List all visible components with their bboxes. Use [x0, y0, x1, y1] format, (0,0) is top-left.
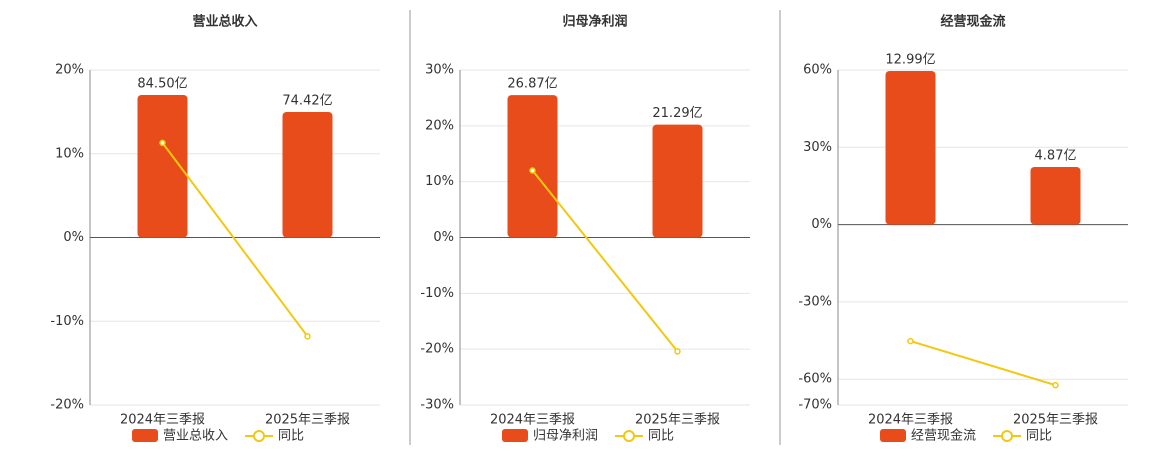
y-tick-label: 20%: [425, 118, 454, 133]
value-label: 4.87亿: [1035, 148, 1077, 163]
line: [531, 169, 679, 353]
legend-swatch: [132, 429, 158, 442]
bar: [885, 70, 936, 225]
bar: [282, 111, 333, 238]
legend-label: 同比: [1026, 429, 1052, 444]
y-tick-label: -20%: [420, 342, 454, 357]
x-tick-label: 2025年三季报: [1013, 413, 1098, 428]
y-tick-label: -10%: [420, 286, 454, 301]
y-tick-label: -70%: [798, 398, 832, 413]
line-point: [907, 337, 914, 345]
x-tick-label: 2025年三季报: [635, 413, 720, 428]
legend-marker: [623, 430, 636, 442]
line: [161, 142, 309, 337]
y-tick-label: -30%: [420, 398, 454, 413]
y-tick-label: 0%: [433, 230, 454, 245]
y-tick-label: 10%: [55, 146, 84, 161]
bar: [1030, 166, 1081, 225]
legend-label: 归母净利润: [533, 429, 598, 444]
legend-label: 同比: [278, 429, 304, 444]
legend-marker: [253, 430, 266, 442]
value-label: 74.42亿: [282, 93, 332, 108]
line-point: [159, 139, 166, 147]
y-tick-label: 10%: [425, 174, 454, 189]
y-tick-label: -30%: [798, 294, 832, 309]
line-point: [674, 348, 681, 355]
value-label: 12.99亿: [885, 52, 935, 67]
x-tick-label: 2025年三季报: [265, 413, 350, 428]
y-tick-label: 60%: [803, 63, 832, 78]
x-tick-label: 2024年三季报: [120, 413, 205, 428]
y-tick-label: 0%: [63, 230, 84, 245]
line: [910, 340, 1056, 387]
line-point: [1052, 381, 1059, 389]
legend-label: 同比: [648, 429, 674, 444]
legend-marker: [1001, 430, 1014, 442]
y-tick-label: 0%: [811, 217, 832, 232]
line-point: [529, 167, 536, 174]
bar: [137, 94, 188, 238]
y-tick-label: -60%: [798, 372, 832, 387]
y-tick-label: 30%: [425, 63, 454, 78]
x-tick-label: 2024年三季报: [490, 413, 575, 428]
value-label: 21.29亿: [652, 106, 702, 121]
value-label: 84.50亿: [137, 76, 187, 91]
legend-swatch: [502, 429, 528, 442]
chart-title: 营业总收入: [192, 14, 257, 30]
bar: [652, 124, 703, 238]
y-tick-label: 20%: [55, 63, 84, 78]
x-tick-label: 2024年三季报: [868, 413, 953, 428]
chart-title: 归母净利润: [562, 14, 627, 30]
y-tick-label: -10%: [50, 314, 84, 329]
y-tick-label: -20%: [50, 398, 84, 413]
y-tick-label: 30%: [803, 140, 832, 155]
chart-title: 经营现金流: [940, 14, 1005, 30]
bar: [507, 95, 558, 238]
legend-label: 经营现金流: [911, 428, 976, 444]
value-label: 26.87亿: [507, 77, 557, 92]
line-point: [304, 333, 311, 340]
legend-label: 营业总收入: [163, 429, 228, 444]
legend-swatch: [880, 429, 906, 442]
